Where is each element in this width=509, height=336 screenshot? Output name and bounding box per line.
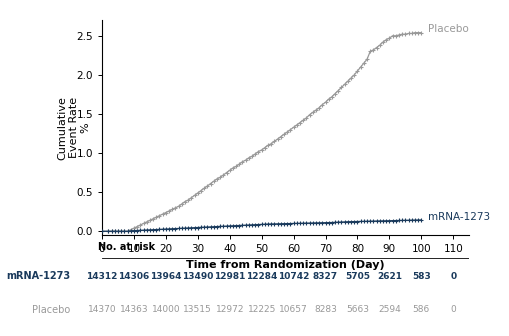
Text: 14370: 14370 (88, 305, 116, 314)
Text: 586: 586 (412, 305, 429, 314)
Text: mRNA-1273: mRNA-1273 (6, 271, 70, 281)
Text: 12972: 12972 (215, 305, 243, 314)
Text: 0: 0 (449, 272, 456, 281)
Y-axis label: Cumulative
Event Rate
%: Cumulative Event Rate % (57, 96, 90, 160)
Text: 583: 583 (411, 272, 430, 281)
Text: 5705: 5705 (344, 272, 369, 281)
Text: 8327: 8327 (313, 272, 337, 281)
Text: 13515: 13515 (183, 305, 212, 314)
Text: 10657: 10657 (278, 305, 307, 314)
Text: 12225: 12225 (247, 305, 275, 314)
Text: 5663: 5663 (345, 305, 368, 314)
Text: 14306: 14306 (118, 272, 149, 281)
Text: 8283: 8283 (314, 305, 336, 314)
Text: 2621: 2621 (376, 272, 401, 281)
Text: 0: 0 (449, 305, 455, 314)
Text: 14312: 14312 (86, 272, 118, 281)
Text: 2594: 2594 (377, 305, 400, 314)
Text: mRNA-1273: mRNA-1273 (427, 212, 489, 222)
Text: 12284: 12284 (245, 272, 277, 281)
X-axis label: Time from Randomization (Day): Time from Randomization (Day) (186, 260, 384, 270)
Text: Placebo: Placebo (427, 24, 468, 34)
Text: Placebo: Placebo (32, 305, 70, 315)
Text: 14363: 14363 (120, 305, 148, 314)
Text: 13964: 13964 (150, 272, 181, 281)
Text: 13490: 13490 (182, 272, 213, 281)
Text: No. at risk: No. at risk (98, 242, 155, 252)
Text: 10742: 10742 (277, 272, 308, 281)
Text: 12981: 12981 (214, 272, 245, 281)
Text: 14000: 14000 (151, 305, 180, 314)
